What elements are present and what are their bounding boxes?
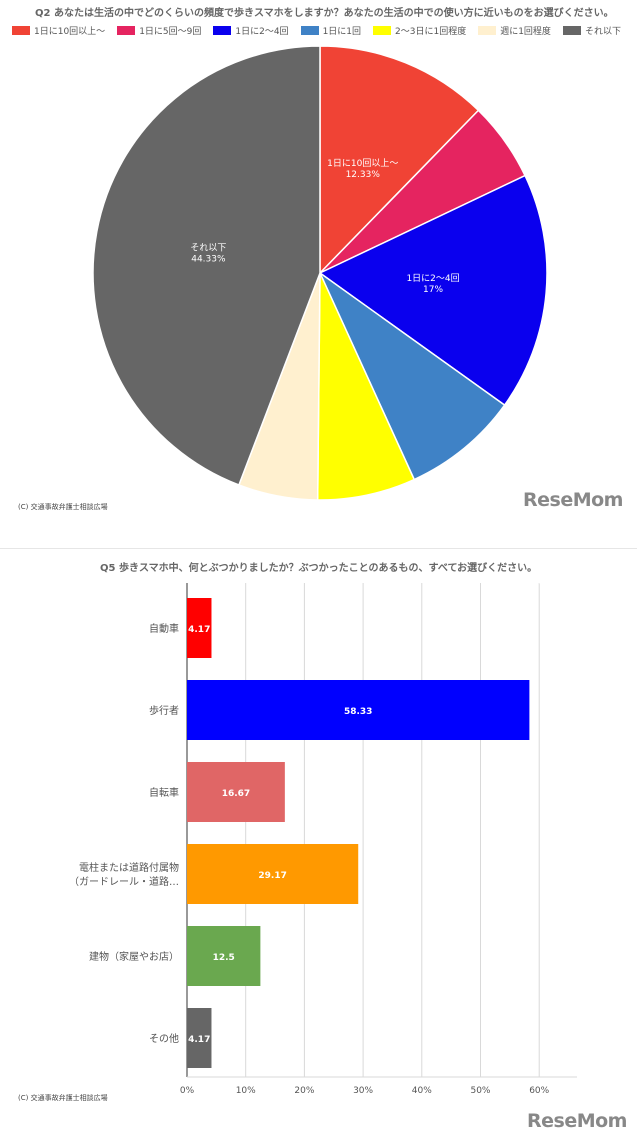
legend-label: 週に1回程度 xyxy=(500,27,551,37)
pie-slice-label: 1日に2～4回 xyxy=(406,273,459,284)
bar-value-label: 4.17 xyxy=(188,625,210,635)
x-tick-label: 60% xyxy=(529,1086,549,1096)
legend-swatch xyxy=(213,26,232,35)
bar-value-label: 29.17 xyxy=(258,871,286,881)
bar[interactable] xyxy=(187,844,359,904)
pie-chart-title: Q2 あなたは生活の中でどのくらいの頻度で歩きスマホをしますか？あなたの生活の中… xyxy=(35,8,614,19)
pie-credit: (C) 交通事故弁護士相談広場 xyxy=(18,503,108,511)
pie-slice-value: 12.33% xyxy=(346,170,381,180)
legend-label: 1日に1回 xyxy=(322,27,362,37)
legend-swatch xyxy=(562,26,581,35)
legend-item[interactable]: 1日に10回以上～ xyxy=(12,24,105,37)
legend-label: 2～3日に1回程度 xyxy=(395,27,467,37)
pie-slice[interactable] xyxy=(318,174,548,407)
legend-swatch xyxy=(478,26,497,35)
category-label: 自転車 xyxy=(149,786,179,799)
bar[interactable] xyxy=(187,762,285,822)
pie-chart-panel: Q2 あなたは生活の中でどのくらいの頻度で歩きスマホをしますか？あなたの生活の中… xyxy=(0,0,637,530)
pie-legend: 1日に10回以上～ 1日に5回～9回 1日に2～4回 1日に1回 2～3日に1回程度 週に… xyxy=(12,24,621,37)
legend-label: それ以下 xyxy=(584,27,621,37)
pie-slice[interactable] xyxy=(92,45,321,486)
bar[interactable] xyxy=(187,926,261,986)
bar-chart-title: Q5 歩きスマホ中、何とぶつかりましたか？ぶつかったことのあるもの、すべてお選び… xyxy=(100,563,538,574)
bar-chart: 0% 10% 20% 30% 40% 50% 60% 4.17 自動車 58.33 歩行者 16.67… xyxy=(69,582,577,1096)
legend-swatch xyxy=(300,26,319,35)
x-tick-label: 20% xyxy=(294,1086,314,1096)
legend-item[interactable]: それ以下 xyxy=(562,24,621,37)
legend-item[interactable]: 1日に1回 xyxy=(300,24,362,37)
brand-logo: ReseMom xyxy=(527,1110,627,1132)
x-tick-label: 50% xyxy=(470,1086,490,1096)
x-tick-label: 10% xyxy=(236,1086,256,1096)
legend-item[interactable]: 1日に5回～9回 xyxy=(117,24,201,37)
category-label: 歩行者 xyxy=(149,704,179,717)
bar-value-label: 58.33 xyxy=(344,707,372,717)
category-label: その他 xyxy=(149,1032,179,1045)
legend-item[interactable]: 2～3日に1回程度 xyxy=(373,24,466,37)
x-tick-label: 30% xyxy=(353,1086,373,1096)
legend-swatch xyxy=(373,26,392,35)
legend-label: 1日に5回～9回 xyxy=(139,27,202,37)
bar[interactable] xyxy=(187,1008,212,1068)
pie-slice-label: 1日に10回以上～ xyxy=(327,158,398,169)
pie-slice-value: 17% xyxy=(423,285,443,295)
brand-logo: ReseMom xyxy=(523,489,623,511)
x-tick-label: 40% xyxy=(412,1086,432,1096)
legend-item[interactable]: 1日に2～4回 xyxy=(213,24,289,37)
pie-slice-label: それ以下 xyxy=(190,242,226,253)
category-label: 建物（家屋やお店） xyxy=(89,950,179,963)
category-label: （ガードレール・道路… xyxy=(69,875,179,888)
category-label: 自動車 xyxy=(149,622,179,635)
bar-value-label: 12.5 xyxy=(213,953,235,963)
pie-slice-value: 44.33% xyxy=(191,254,226,264)
category-label: 電柱または道路付属物 xyxy=(79,861,179,874)
pie-slice[interactable] xyxy=(319,45,480,275)
legend-swatch xyxy=(117,26,136,35)
bar[interactable] xyxy=(187,680,530,740)
bar-value-label: 16.67 xyxy=(222,789,250,799)
legend-label: 1日に10回以上～ xyxy=(34,27,106,37)
pie-slice[interactable] xyxy=(318,270,506,481)
legend-item[interactable]: 週に1回程度 xyxy=(478,24,551,37)
x-tick-label: 0% xyxy=(180,1086,195,1096)
legend-swatch xyxy=(12,26,30,35)
bar-chart-panel: Q5 歩きスマホ中、何とぶつかりましたか？ぶつかったことのあるもの、すべてお選び… xyxy=(0,548,637,1147)
bar-credit: (C) 交通事故弁護士相談広場 xyxy=(18,1094,108,1102)
bar-value-label: 4.17 xyxy=(188,1035,210,1045)
legend-label: 1日に2～4回 xyxy=(235,27,289,37)
bar[interactable] xyxy=(187,598,212,658)
